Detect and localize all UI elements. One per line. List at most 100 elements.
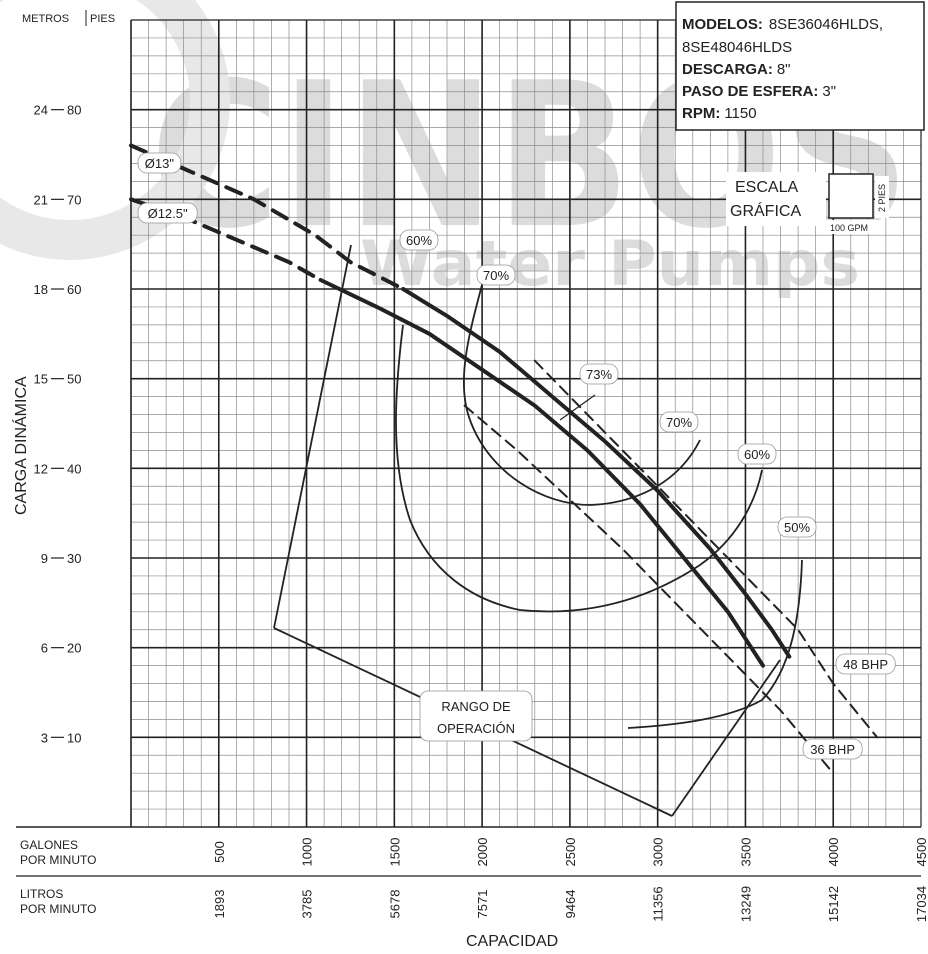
eff-label-70-right-bg	[659, 411, 699, 433]
x-tick-lpm: 9464	[563, 890, 578, 919]
curve-solid-bold	[318, 278, 765, 668]
svg-text:DESCARGA:8": DESCARGA: 8"	[682, 61, 791, 78]
scale-vertical-bg	[875, 176, 889, 218]
efficiency-contour	[273, 244, 352, 629]
range-label-line2: OPERACIÓN	[437, 721, 515, 736]
x-tick-lpm: 17034	[914, 886, 928, 922]
gpm-axis-label-1: GALONES	[20, 838, 78, 852]
y-tick-feet: 40	[67, 461, 81, 476]
x-tick-lpm: 5678	[387, 890, 402, 919]
sphere-value: 3"	[822, 83, 836, 100]
svg-text:PASO DE ESFERA:3": PASO DE ESFERA: 3"	[682, 83, 836, 100]
leader-line	[559, 394, 596, 421]
y-tick-feet: 50	[67, 372, 81, 387]
y-axis-title: CARGA DINÁMICA	[11, 376, 30, 515]
eff-label-50: 50%	[784, 520, 810, 535]
watermark-logo	[0, 0, 230, 260]
x-tick-lpm: 1893	[212, 890, 227, 919]
y-tick-meters: 18	[34, 282, 48, 297]
x-tick-lpm: 13249	[738, 886, 753, 922]
y-tick-meters: 21	[34, 192, 48, 207]
y-tick-meters: 6	[41, 641, 48, 656]
x-tick-lpm: 7571	[475, 890, 490, 919]
x-tick-lpm: 11356	[651, 886, 666, 921]
y-tick-feet: 20	[67, 641, 81, 656]
chart-curves	[129, 143, 879, 817]
scale-box	[828, 173, 874, 219]
x-axis-title: CAPACIDAD	[466, 933, 558, 950]
bhp-48-label: 48 BHP	[843, 657, 888, 672]
curve-dash-bold	[129, 143, 406, 291]
x-tick-gpm: 1000	[300, 838, 315, 867]
scale-label-bg	[726, 172, 826, 226]
y-tick-feet: 70	[67, 192, 81, 207]
eff-label-50-bg	[777, 516, 817, 538]
efficiency-contour	[671, 659, 781, 817]
y-unit-feet: PIES	[90, 13, 115, 25]
eff-label-60-right: 60%	[744, 447, 770, 462]
series-label-12-5: Ø12.5"	[148, 206, 188, 221]
sphere-label: PASO DE ESFERA:	[682, 83, 818, 100]
y-tick-meters: 24	[34, 103, 48, 118]
eff-label-60-right-bg	[737, 443, 777, 465]
bhp-48-label-bg	[835, 653, 896, 675]
x-tick-gpm: 2500	[563, 838, 578, 867]
series-label-13-bg	[137, 152, 182, 174]
lpm-axis-label-2: POR MINUTO	[20, 902, 96, 916]
graphic-scale: ESCALA GRÁFICA 2 PIES 100 GPM	[726, 172, 889, 234]
x-tick-lpm: 15142	[826, 886, 841, 922]
discharge-value: 8"	[777, 61, 791, 78]
bhp-36-label: 36 BHP	[810, 742, 855, 757]
bhp-36-label-bg	[802, 738, 863, 760]
eff-label-60-left: 60%	[406, 233, 432, 248]
y-tick-meters: 12	[34, 461, 48, 476]
info-box-frame	[675, 1, 925, 131]
scale-horizontal-bg	[826, 220, 878, 234]
watermark-tagline: Water Pumps	[360, 227, 860, 300]
models-label: MODELOS:	[682, 16, 763, 33]
series-label-12-5-bg	[137, 202, 198, 224]
lpm-axis-label-1: LITROS	[20, 887, 63, 901]
models-value-1: 8SE36046HLDS,	[769, 16, 883, 33]
model-info-box: MODELOS: 8SE36046HLDS, 8SE48046HLDS DESCA…	[675, 1, 925, 131]
range-label-line1: RANGO DE	[441, 699, 511, 714]
curve-dashed	[463, 404, 835, 775]
scale-vertical: 2 PIES	[877, 184, 887, 212]
models-value-2: 8SE48046HLDS	[682, 39, 792, 56]
y-tick-feet: 30	[67, 551, 81, 566]
eff-label-70-top-bg	[476, 264, 516, 286]
range-label-bg	[419, 690, 533, 742]
eff-label-70-right: 70%	[666, 415, 692, 430]
series-label-13: Ø13"	[145, 156, 175, 171]
y-unit-meters: METROS	[22, 13, 69, 25]
x-tick-gpm: 500	[212, 841, 227, 863]
rpm-label: RPM:	[682, 105, 720, 122]
gpm-axis-label-2: POR MINUTO	[20, 853, 96, 867]
x-tick-gpm: 3500	[738, 838, 753, 867]
x-tick-gpm: 1500	[387, 838, 402, 867]
y-tick-meters: 15	[34, 372, 48, 387]
x-tick-lpm: 3785	[300, 890, 315, 919]
chart-labels: 3 10 6 20 9 30 12 40 15 50 18 60 21 70 24 80 500 1000 1500…	[34, 103, 928, 922]
svg-text:RPM:1150: RPM: 1150	[682, 105, 757, 122]
y-tick-meters: 9	[41, 551, 48, 566]
eff-label-60-left-bg	[399, 229, 439, 251]
efficiency-contour	[462, 269, 701, 506]
x-tick-gpm: 4000	[826, 838, 841, 867]
discharge-label: DESCARGA:	[682, 61, 773, 78]
efficiency-contour	[395, 324, 763, 613]
x-tick-gpm: 4500	[914, 838, 928, 867]
curve-dashed	[533, 359, 879, 739]
eff-label-70-top: 70%	[483, 268, 509, 283]
y-tick-feet: 80	[67, 103, 81, 118]
scale-label-1: ESCALA	[735, 179, 798, 196]
y-tick-meters: 3	[41, 730, 48, 745]
scale-horizontal: 100 GPM	[830, 223, 868, 233]
eff-label-73-bg	[579, 363, 619, 385]
x-tick-gpm: 2000	[475, 838, 490, 867]
rpm-value: 1150	[724, 105, 756, 122]
scale-label-2: GRÁFICA	[730, 201, 801, 220]
eff-label-73: 73%	[586, 367, 612, 382]
efficiency-contour	[627, 559, 803, 729]
